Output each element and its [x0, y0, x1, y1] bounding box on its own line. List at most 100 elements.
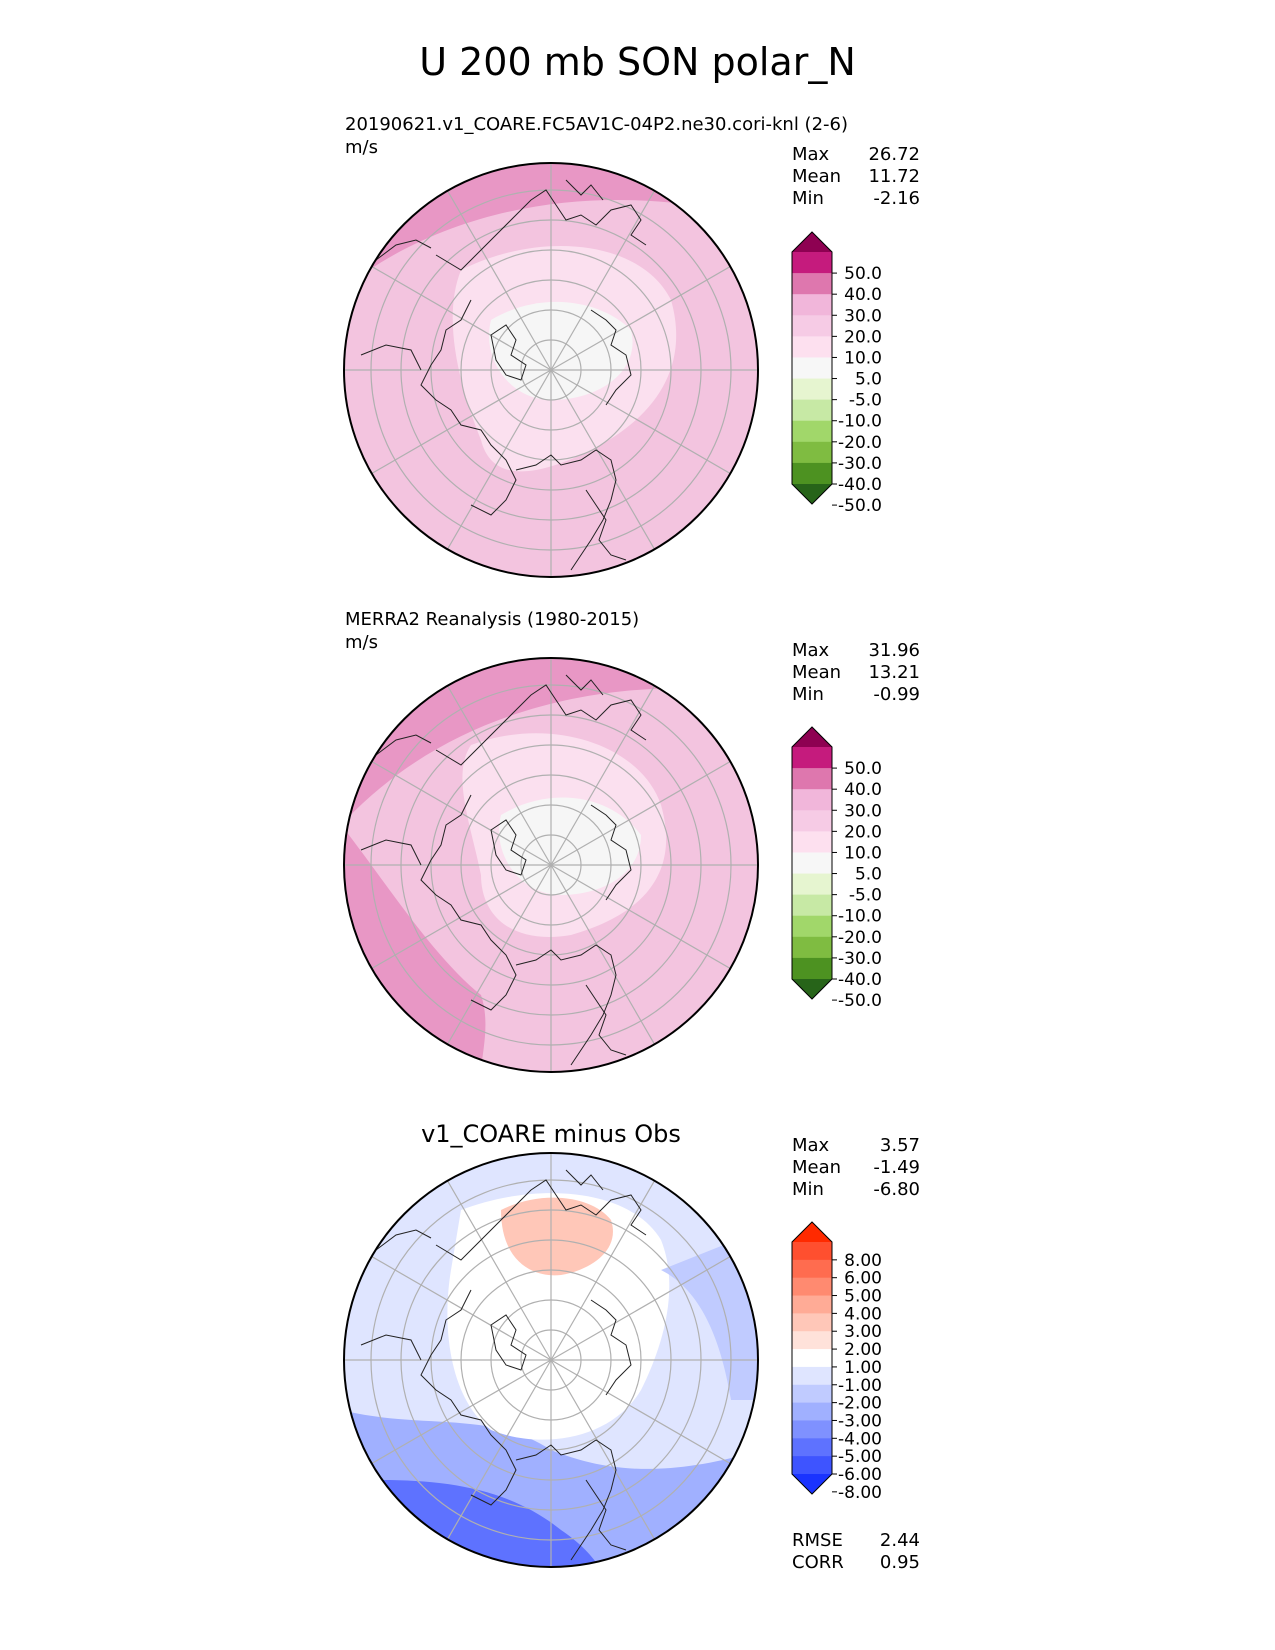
meridian-line	[430, 658, 552, 866]
colorbar-tick-label: -20.0	[838, 433, 882, 453]
colorbar-swatch	[792, 852, 832, 875]
coastline	[420, 299, 517, 516]
meridian-line	[344, 1239, 552, 1361]
colorbar-tick-label: -20.0	[838, 928, 882, 948]
coastline	[360, 839, 422, 866]
colorbar-swatch	[792, 831, 832, 853]
stat-label: Max	[792, 1135, 830, 1156]
metric-value: 2.44	[879, 1530, 920, 1551]
colorbar-tick-label: -30.0	[838, 949, 882, 969]
meridian-line	[550, 658, 672, 866]
meridian-line	[550, 1239, 758, 1361]
colorbar-tick-label: -4.00	[838, 1429, 882, 1449]
colorbar-tick-label: -5.0	[849, 886, 882, 906]
colorbar-tick-label: 50.0	[844, 264, 882, 284]
colorbar-tick-label: -50.0	[838, 496, 882, 516]
colorbar-tick-label: 40.0	[844, 285, 882, 305]
stat-mean-row: Mean 13.21	[792, 662, 920, 684]
colorbar-swatch	[792, 1384, 832, 1404]
colorbar-swatch	[792, 768, 832, 790]
coastline	[375, 1229, 432, 1251]
coastline	[435, 684, 647, 766]
map-field	[344, 1153, 758, 1567]
map-boundary	[343, 1152, 759, 1568]
colorbar-extend-min	[792, 1474, 832, 1494]
colorbar-tick-label: 20.0	[844, 327, 882, 347]
colorbar-tick-label: 1.00	[844, 1358, 882, 1378]
colorbar-tick-label: -6.00	[838, 1465, 882, 1485]
colorbar-tick-label: 10.0	[844, 348, 882, 368]
polar-map-difference	[343, 1152, 759, 1568]
colorbar-swatch	[792, 957, 832, 980]
colorbar-swatch	[792, 1313, 832, 1332]
colorbar-tick-label: 6.00	[844, 1269, 882, 1289]
panel-1-case-name: 20190621.v1_COARE.FC5AV1C-04P2.ne30.cori…	[345, 114, 848, 135]
colorbar-tick-label: -5.00	[838, 1447, 882, 1467]
meridian-line	[344, 369, 552, 491]
colorbar-swatch	[792, 810, 832, 832]
stat-value: -1.49	[873, 1157, 920, 1178]
map-boundary	[343, 657, 759, 1073]
colorbar-tick-label: -5.0	[849, 391, 882, 411]
coastline	[375, 239, 432, 261]
meridian-line	[344, 1359, 552, 1481]
colorbar-swatch	[792, 294, 832, 316]
colorbar-tick-label: 40.0	[844, 780, 882, 800]
colorbar-tick-label: 3.00	[844, 1322, 882, 1342]
coastline	[420, 1289, 517, 1506]
colorbar-tick-label: -50.0	[838, 991, 882, 1011]
colorbar-swatch	[792, 915, 832, 938]
polar-map-test	[343, 162, 759, 578]
colorbar-tick-label: 5.0	[855, 865, 882, 885]
coastline	[565, 1169, 604, 1191]
colorbar-swatches	[792, 727, 832, 999]
colorbar-swatch	[792, 336, 832, 358]
coastline	[420, 794, 517, 1011]
colorbar-swatch	[792, 873, 832, 896]
coastline	[590, 804, 632, 901]
colorbar-tick-label: -10.0	[838, 907, 882, 927]
stat-min-row: Min -6.80	[792, 1179, 920, 1201]
meridian-line	[344, 249, 552, 371]
coastline	[435, 189, 647, 271]
coastline	[515, 944, 617, 1066]
stat-mean-row: Mean -1.49	[792, 1157, 920, 1179]
panel-1-caption: 20190621.v1_COARE.FC5AV1C-04P2.ne30.cori…	[345, 113, 848, 159]
meridian-line	[344, 864, 552, 986]
colorbar-swatch	[792, 1438, 832, 1457]
colorbar-swatch	[792, 789, 832, 811]
colorbar-swatch	[792, 357, 832, 380]
colorbar-tick-label: 5.0	[855, 370, 882, 390]
coastline	[590, 1299, 632, 1396]
panel-2-units: m/s	[345, 632, 378, 653]
colorbar-tick-label: 30.0	[844, 306, 882, 326]
colorbar-swatches	[792, 1222, 832, 1494]
colorbar-reference: 50.040.030.020.010.05.0-5.0-10.0-20.0-30…	[791, 726, 882, 1011]
colorbar-swatch	[792, 1277, 832, 1297]
colorbar-swatch	[792, 441, 832, 464]
colorbar-tick-label: 10.0	[844, 843, 882, 863]
colorbar-swatch	[792, 462, 832, 485]
colorbar-extend-max	[792, 727, 832, 747]
stat-label: Mean	[792, 166, 842, 187]
colorbar-swatch	[792, 1349, 832, 1368]
meridian-line	[430, 1359, 552, 1567]
colorbar-tick-label: 2.00	[844, 1340, 882, 1360]
colorbar-swatch	[792, 1331, 832, 1350]
colorbar-swatch	[792, 1242, 832, 1261]
colorbar-tick-label: -40.0	[838, 970, 882, 990]
colorbar-swatch	[792, 1420, 832, 1439]
colorbar-tick-label: -10.0	[838, 412, 882, 432]
meridian-line	[550, 1359, 672, 1567]
stat-value: -0.99	[873, 684, 920, 705]
polar-map-reference	[343, 657, 759, 1073]
panel-2-caption: MERRA2 Reanalysis (1980-2015) m/s	[345, 608, 639, 654]
coastline	[585, 1479, 627, 1551]
stat-value: -2.16	[873, 188, 920, 209]
stat-value: 31.96	[868, 640, 920, 661]
meridian-line	[430, 864, 552, 1072]
meridian-line	[550, 1359, 758, 1481]
meridian-line	[344, 744, 552, 866]
coastline	[375, 734, 432, 756]
colorbar-swatch	[792, 1456, 832, 1475]
